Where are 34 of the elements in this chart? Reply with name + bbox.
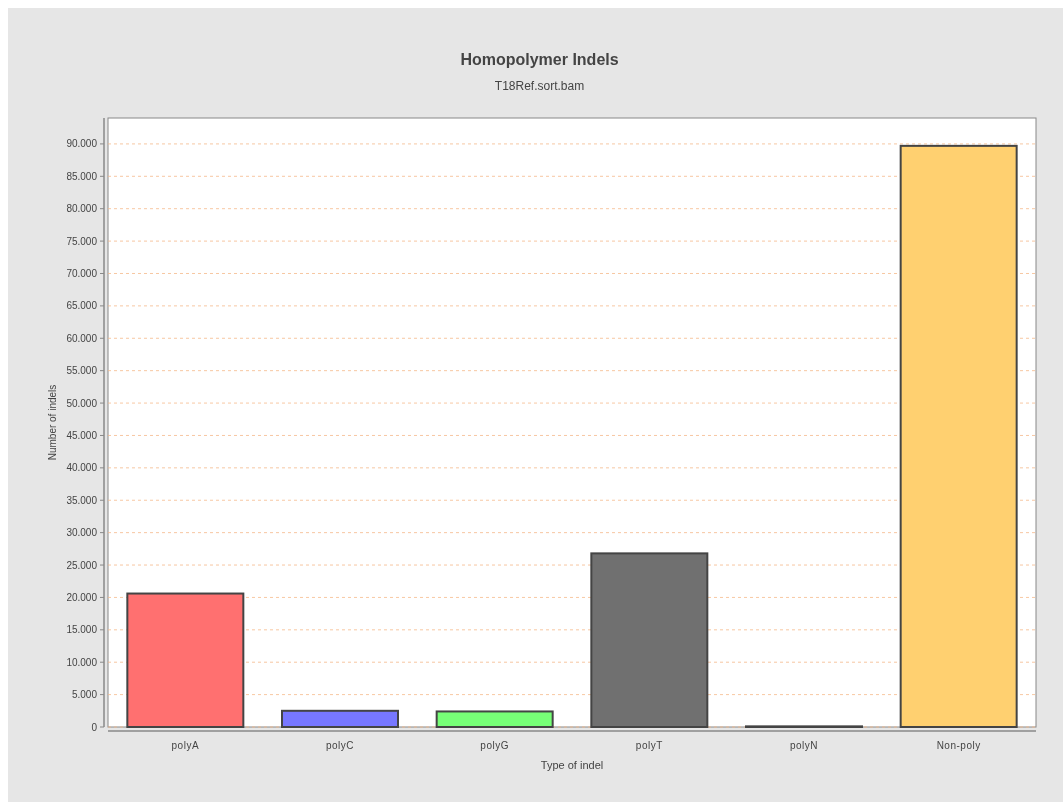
y-tick-label: 70.000 [66, 267, 98, 279]
x-tick-label: polyT [635, 740, 663, 751]
y-tick-label: 90.000 [66, 138, 98, 150]
y-tick-label: 85.000 [66, 170, 98, 182]
x-tick-label: Non-poly [936, 740, 981, 751]
bar [435, 710, 554, 728]
bar [281, 709, 399, 728]
y-tick-label: 0 [91, 721, 98, 733]
y-tick-label: 80.000 [66, 203, 98, 215]
y-tick-label: 30.000 [66, 527, 98, 539]
x-axis-title: Type of indel [540, 759, 604, 771]
y-tick-label: 55.000 [66, 365, 98, 377]
y-tick-label: 10.000 [66, 656, 98, 668]
y-tick-label: 5.000 [71, 689, 98, 701]
y-tick-label: 15.000 [66, 624, 98, 636]
y-tick-label: 50.000 [66, 397, 98, 409]
y-tick-label: 65.000 [66, 300, 98, 312]
y-tick-label: 40.000 [66, 462, 98, 474]
y-axis-title: Number of indels [47, 384, 58, 461]
x-tick-label: polyC [325, 740, 355, 751]
x-tick-label: polyA [171, 740, 200, 751]
bar [126, 592, 245, 728]
bar [899, 144, 1018, 728]
y-tick-label: 20.000 [66, 591, 98, 603]
y-tick-label: 75.000 [66, 235, 98, 247]
y-tick-label: 60.000 [66, 332, 98, 344]
bar [590, 552, 709, 728]
y-tick-label: 45.000 [66, 429, 98, 441]
y-tick-label: 35.000 [66, 494, 98, 506]
chart-title: Homopolymer Indels [460, 51, 619, 68]
chart-subtitle: T18Ref.sort.bam [494, 79, 585, 93]
y-tick-label: 25.000 [66, 559, 98, 571]
x-tick-label: polyG [480, 740, 509, 751]
x-tick-label: polyN [789, 740, 819, 751]
